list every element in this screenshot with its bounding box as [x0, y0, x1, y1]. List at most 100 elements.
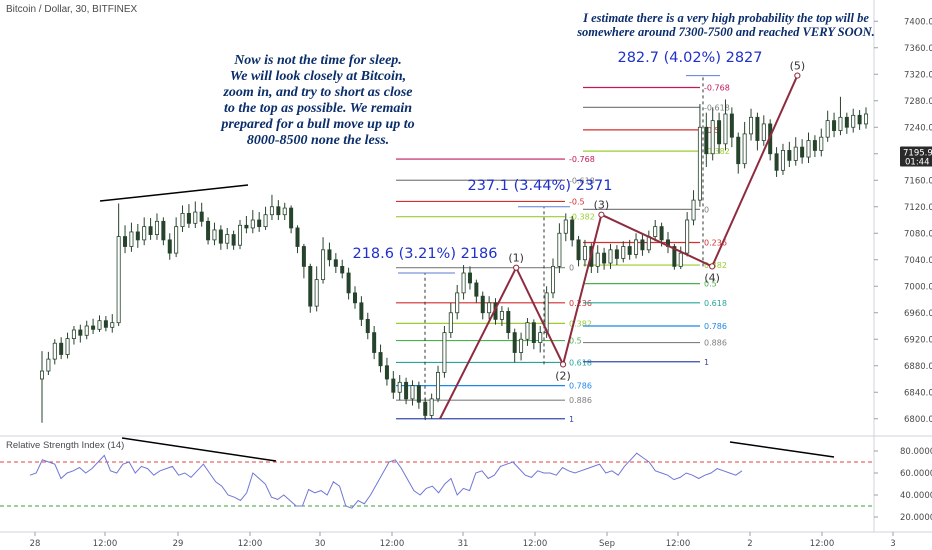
fib-level-label: 0.886 [704, 339, 727, 348]
candle-body [723, 113, 728, 145]
candle-body [857, 114, 862, 125]
wave-point [598, 211, 605, 218]
candle-body [397, 381, 402, 393]
candle-body [774, 153, 779, 171]
last-price-label: 7195.9 [903, 148, 932, 158]
time-tick-label: 3 [890, 539, 895, 549]
left-note-line: We will look closely at Bitcoin, [230, 69, 406, 84]
candle-body [793, 146, 798, 161]
candle-body [736, 136, 741, 165]
candle-body [174, 226, 179, 254]
candle-body [103, 320, 108, 328]
candle-body [289, 207, 294, 229]
candle-body [333, 259, 338, 267]
candle-body [276, 206, 281, 216]
candle-body [84, 325, 89, 336]
candle-body [295, 227, 300, 247]
right-note: I estimate there is a very high probabil… [576, 11, 875, 39]
candle-body [800, 146, 805, 158]
fib-level-label: 0 [569, 264, 574, 273]
candle-body [761, 123, 766, 141]
candle-body [365, 318, 370, 334]
candle-body [46, 358, 51, 372]
candle-body [851, 114, 856, 128]
candle-body [123, 236, 128, 247]
price-tick-label: 6920.0 [904, 335, 932, 345]
candle-body [199, 211, 204, 222]
candle-body [244, 224, 249, 229]
candle-body [780, 150, 785, 171]
candle-body [231, 234, 236, 246]
candle-body [110, 322, 115, 328]
candle-body [384, 365, 389, 380]
fib-level-label: -0.382 [704, 147, 730, 156]
candle-body [512, 332, 517, 353]
candle-body [416, 385, 421, 403]
time-tick-label: 29 [173, 539, 184, 549]
time-tick-label: 12:00 [93, 539, 118, 549]
left-note-line: prepared for a bull move up up to [220, 117, 414, 132]
right-note-line: I estimate there is a very high probabil… [582, 11, 869, 25]
fib-level-label: 0.236 [704, 239, 727, 248]
candle-body [52, 342, 57, 360]
candle-body [659, 226, 664, 241]
candle-body [480, 295, 485, 314]
candle-body [250, 219, 255, 229]
candle-body [519, 338, 524, 353]
price-trendline [99, 184, 249, 202]
wave-label: (2) [555, 369, 571, 382]
candle-body [582, 246, 587, 261]
candle-body [729, 113, 734, 138]
candle-body [525, 322, 530, 340]
grid [0, 0, 932, 533]
candle-body [372, 332, 377, 353]
fib-level-label: -0.768 [569, 155, 595, 164]
candle-body [499, 311, 504, 320]
candle-body [749, 116, 754, 135]
candle-body [832, 120, 837, 131]
countdown-label: 01:44 [905, 157, 930, 167]
candle-body [40, 370, 45, 380]
candle-body [634, 239, 639, 255]
candle-body [864, 113, 869, 125]
rsi-line [29, 452, 743, 509]
rsi-tick-label: 40.0000 [900, 491, 932, 501]
candle-body [193, 211, 198, 224]
wave-point [709, 263, 716, 270]
price-tick-label: 6840.0 [904, 388, 932, 398]
candle-body [531, 322, 536, 343]
candle-body [608, 249, 613, 264]
last-price-badge [900, 146, 932, 167]
time-tick-label: 12:00 [666, 539, 691, 549]
candle-body [154, 220, 159, 235]
time-tick-label: 12:00 [810, 539, 835, 549]
rsi-trendline-left [121, 437, 277, 462]
price-tick-label: 7240.0 [904, 123, 932, 133]
price-tick-label: 7400.0 [904, 17, 932, 27]
candle-body [238, 224, 243, 246]
wave-label: (1) [508, 252, 524, 265]
time-tick-label: Sep [599, 539, 615, 549]
time-tick-label: 12:00 [380, 539, 405, 549]
price-tick-label: 7080.0 [904, 229, 932, 239]
candle-body [206, 220, 211, 241]
candle-body [436, 371, 441, 400]
candle-body [301, 246, 306, 267]
candle-body [148, 226, 153, 235]
candle-body [825, 120, 830, 138]
price-tick-label: 6960.0 [904, 309, 932, 319]
measure-label-2: 237.1 (3.44%) 2371 [467, 178, 612, 194]
candle-body [551, 265, 556, 294]
candle-body [167, 239, 172, 254]
candle-body [263, 214, 268, 228]
symbol-title: Bitcoin / Dollar, 30, BITFINEX [6, 4, 137, 15]
fib-level-label: 0.886 [569, 396, 592, 405]
annotations: (1) (2) (3) (4) (5) [99, 60, 835, 462]
candle-body [653, 226, 658, 237]
candle-body [506, 311, 511, 334]
candle-body [442, 332, 447, 373]
fib-level-label: 1 [704, 358, 709, 367]
rsi-trendline-right [729, 441, 835, 458]
candle-body [461, 272, 466, 294]
